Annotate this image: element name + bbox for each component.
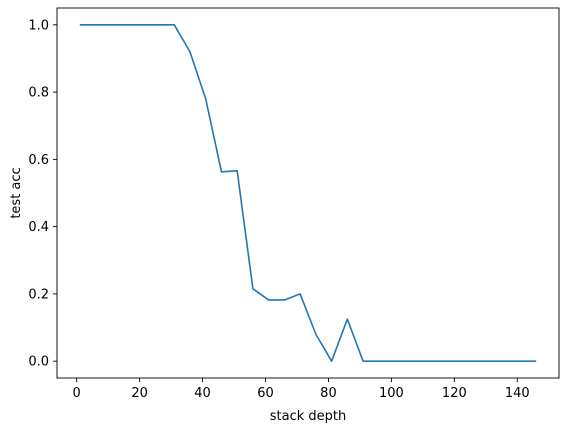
y-tick-label: 0.4	[28, 220, 49, 235]
y-tick-label: 0.6	[28, 153, 49, 168]
x-tick-label: 60	[257, 386, 274, 401]
y-tick-label: 1.0	[28, 18, 49, 33]
plot-frame	[56, 7, 560, 379]
x-tick-label: 40	[194, 386, 211, 401]
y-axis-ticks: 0.0 0.2 0.4 0.6 0.8 1.0	[28, 18, 57, 370]
series-line-0	[79, 24, 537, 362]
x-axis-label: stack depth	[270, 409, 346, 424]
x-tick-label: 20	[131, 386, 148, 401]
y-axis-label: test acc	[9, 167, 24, 218]
series-layer	[79, 24, 537, 362]
x-tick-label: 140	[505, 386, 530, 401]
x-tick-label: 100	[379, 386, 404, 401]
x-tick-label: 120	[442, 386, 467, 401]
y-tick-label: 0.8	[28, 86, 49, 101]
plot-area	[57, 8, 559, 378]
x-axis-ticks: 0 20 40 60 80 100 120 140	[73, 378, 530, 401]
y-tick-label: 0.0	[28, 355, 49, 370]
x-tick-label: 80	[320, 386, 337, 401]
y-tick-label: 0.2	[28, 287, 49, 302]
x-tick-label: 0	[73, 386, 81, 401]
